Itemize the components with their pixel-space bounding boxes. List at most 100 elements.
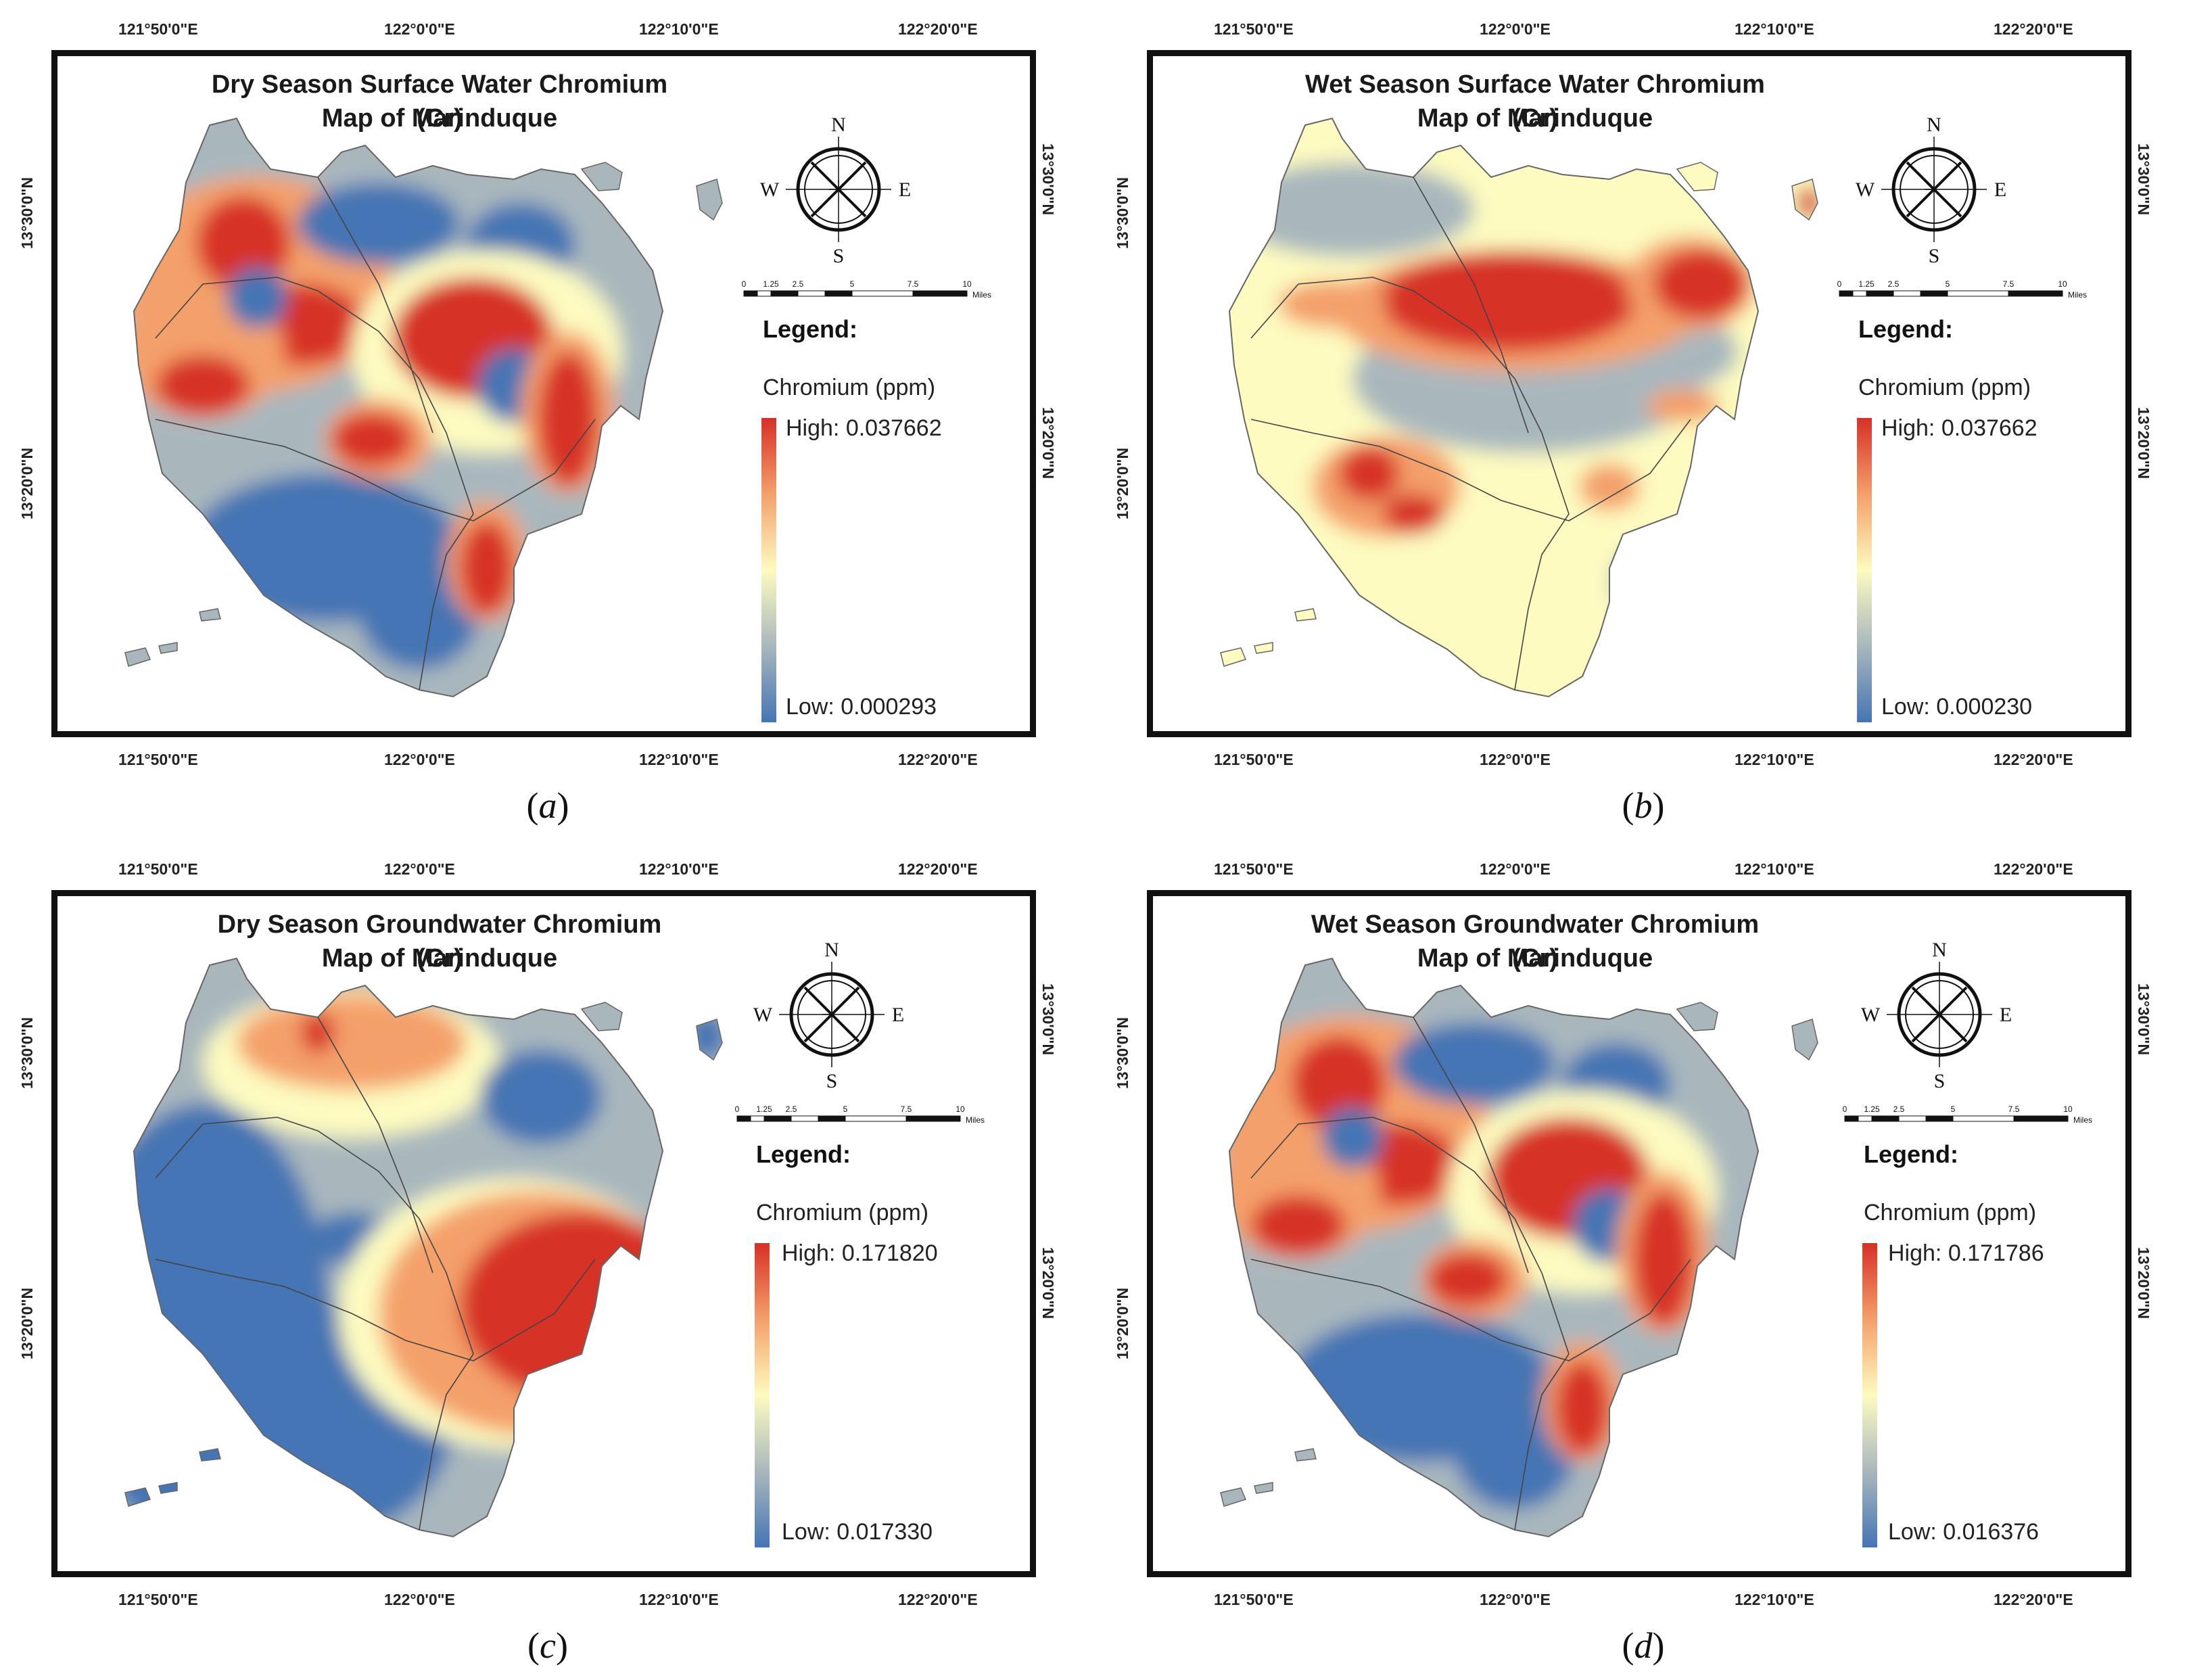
lon-tick-bottom-3: 122°10'0"E: [1735, 751, 1814, 768]
scale-label: 1.25: [1858, 279, 1875, 289]
islet-outline: [1254, 642, 1273, 654]
lon-tick-bottom-4: 122°20'0"E: [1994, 751, 2073, 768]
zone-high: [1380, 250, 1636, 352]
municipal-boundary: [155, 1117, 474, 1355]
lon-tick-top-2: 122°0'0"E: [384, 20, 455, 38]
lon-tick-bottom-3: 122°10'0"E: [1735, 1591, 1814, 1608]
islet-outline: [158, 1482, 178, 1494]
lat-tick-left-1: 13°30'0"N: [18, 177, 36, 250]
map-title-line1: Wet Season Groundwater Chromium (Cr): [1311, 910, 1760, 973]
lon-tick-top-4: 122°20'0"E: [898, 20, 978, 38]
map-panel-a: N S E W 0 1.25 2.5 5 7.5 10 Miles 121°50'0"E 122°0…: [0, 0, 1096, 840]
zone-mid-high: [1579, 463, 1640, 511]
zone-high: [1251, 1195, 1346, 1256]
map-title-line2: Map of Marinduque: [1417, 944, 1653, 973]
caption-letter: c: [540, 1625, 556, 1666]
scale-label: 7.5: [2008, 1104, 2020, 1114]
scale-label: 10: [2058, 279, 2067, 289]
legend-color-ramp: [761, 418, 776, 722]
legend-high-value: High: 0.037662: [1881, 415, 2037, 441]
lat-tick-right-2: 13°20'0"N: [1039, 406, 1057, 480]
municipal-boundary: [419, 1353, 474, 1531]
compass-n-label: N: [1932, 939, 1947, 961]
lon-tick-bottom-2: 122°0'0"E: [384, 751, 455, 768]
map-panel-b: N S E W 0 1.25 2.5 5 7.5 10 Miles 121°50'0"E 122°0…: [1096, 0, 2191, 840]
legend-high-value: High: 0.171786: [1888, 1240, 2044, 1266]
legend-high-value: High: 0.037662: [786, 415, 942, 441]
scale-label: 7.5: [901, 1104, 912, 1114]
municipal-boundary: [1413, 1017, 1529, 1274]
lon-tick-bottom-4: 122°20'0"E: [1994, 1591, 2073, 1608]
scale-label: 10: [956, 1104, 965, 1114]
islet-outline: [1791, 179, 1818, 221]
map-frame: [51, 890, 1036, 1577]
lat-tick-left-2: 13°20'0"N: [1114, 447, 1131, 520]
map-title-line1: Dry Season Surface Water Chromium (Cr): [211, 70, 668, 133]
islet-outline: [199, 608, 221, 622]
legend-high-value: High: 0.171820: [782, 1240, 938, 1266]
compass-s-label: S: [1929, 245, 1940, 267]
scale-label: 2.5: [793, 279, 804, 289]
scale-label: 2.5: [786, 1104, 797, 1114]
scale-label: 1.25: [756, 1104, 772, 1114]
zone-high: [1383, 494, 1444, 534]
scale-label: 0: [1843, 1104, 1847, 1114]
lon-tick-bottom-2: 122°0'0"E: [1480, 1591, 1551, 1608]
panel-caption: (d): [1622, 1625, 1665, 1666]
zone-mid-high: [1647, 389, 1721, 423]
islet-outline: [580, 162, 623, 191]
map-title-line2: Map of Marinduque: [321, 944, 558, 973]
map-title-line2: Map of Marinduque: [1417, 104, 1653, 133]
municipal-boundary: [317, 177, 433, 434]
legend-color-ramp: [1862, 1243, 1877, 1547]
map-frame: [1147, 50, 2131, 737]
compass-e-label: E: [2000, 1004, 2012, 1026]
scale-label: 0: [742, 279, 747, 289]
compass-n-label: N: [824, 939, 839, 961]
lat-tick-right-1: 13°30'0"N: [2135, 143, 2152, 216]
lon-tick-top-1: 121°50'0"E: [118, 860, 198, 878]
compass-rose-icon: N S E W: [760, 114, 911, 267]
municipal-boundary: [419, 513, 474, 691]
zone-high: [156, 355, 250, 416]
scale-label: 5: [843, 1104, 848, 1114]
lon-tick-top-4: 122°20'0"E: [898, 860, 978, 878]
scale-unit: Miles: [966, 1115, 985, 1125]
legend-color-ramp: [755, 1243, 770, 1547]
lat-tick-left-1: 13°30'0"N: [1114, 1017, 1131, 1090]
compass-w-label: W: [753, 1004, 773, 1026]
scale-label: 2.5: [1893, 1104, 1905, 1114]
islet-outline: [1676, 1002, 1718, 1031]
lon-tick-top-2: 122°0'0"E: [1480, 860, 1551, 878]
compass-w-label: W: [1861, 1004, 1881, 1026]
legend-low-value: Low: 0.000293: [786, 694, 937, 720]
lat-tick-left-2: 13°20'0"N: [18, 1287, 36, 1360]
zone-low: [227, 267, 287, 328]
legend-low-value: Low: 0.016376: [1888, 1519, 2040, 1545]
island-outline: [133, 957, 664, 1538]
map-title-line1: Wet Season Surface Water Chromium (Cr): [1305, 70, 1765, 133]
scale-label: 7.5: [908, 279, 919, 289]
compass-e-label: E: [899, 179, 911, 201]
lat-tick-right-1: 13°30'0"N: [1039, 143, 1057, 216]
lat-tick-right-1: 13°30'0"N: [2135, 983, 2152, 1056]
compass-w-label: W: [1856, 179, 1875, 201]
municipal-boundary: [1514, 1353, 1570, 1531]
compass-w-label: W: [760, 179, 780, 201]
lon-tick-top-3: 122°10'0"E: [639, 860, 719, 878]
lon-tick-bottom-4: 122°20'0"E: [898, 1591, 978, 1608]
zone-high: [1427, 1253, 1508, 1307]
lat-tick-right-2: 13°20'0"N: [2135, 1246, 2152, 1320]
lon-tick-bottom-3: 122°10'0"E: [639, 1591, 719, 1608]
zone-mid-low: [1231, 162, 1474, 257]
municipal-boundary: [155, 1259, 596, 1361]
lat-tick-right-1: 13°30'0"N: [1039, 983, 1057, 1056]
scale-unit: Miles: [2068, 290, 2087, 300]
legend-title: Legend:: [1858, 315, 1953, 343]
legend-title: Legend:: [763, 315, 857, 343]
caption-letter: d: [1634, 1625, 1653, 1666]
compass-s-label: S: [1934, 1070, 1946, 1092]
compass-rose-icon: N S E W: [1856, 114, 2006, 267]
